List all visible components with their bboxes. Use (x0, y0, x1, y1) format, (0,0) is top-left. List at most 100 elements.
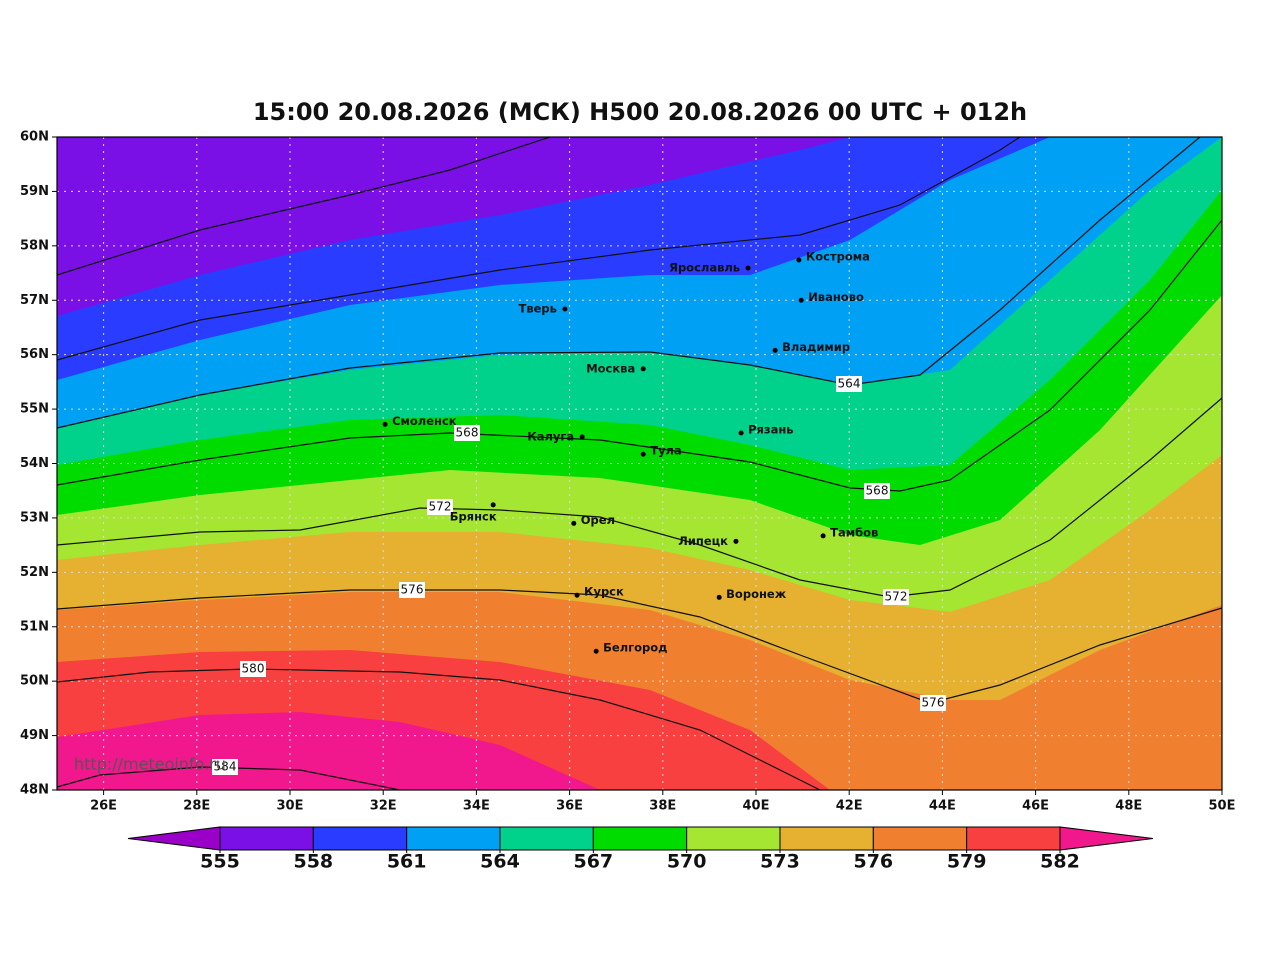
y-tick-label: 50N (20, 674, 49, 689)
city-dot (733, 538, 739, 544)
colorbar-segment (312, 826, 408, 851)
colorbar-label: 567 (573, 851, 613, 873)
city-label: Орел (581, 513, 615, 527)
colorbar-segment (592, 826, 688, 851)
city-dot (716, 594, 722, 600)
contour-label: 576 (922, 696, 945, 710)
y-tick-label: 51N (20, 619, 49, 634)
contour-label-box (920, 695, 946, 711)
city-label: Рязань (748, 423, 793, 437)
city-label: Воронеж (726, 587, 787, 601)
city-dot (562, 306, 568, 312)
contour-label: 568 (456, 426, 479, 440)
x-tick-label: 48E (1115, 799, 1142, 814)
colorbar-label: 555 (200, 851, 240, 873)
city-dot (490, 502, 496, 508)
city-dot (772, 347, 778, 353)
contour-label-box (212, 759, 238, 775)
colorbar-label: 579 (947, 851, 987, 873)
colorbar-segment (686, 826, 781, 851)
colorbar-label: 582 (1040, 851, 1080, 873)
colorbar-segment (872, 826, 968, 851)
contour-label: 572 (885, 590, 908, 604)
city-label: Брянск (450, 509, 497, 523)
colorbar-label: 561 (387, 851, 427, 873)
map: 26E 28E 30E 32E 34E 36E 38E 40E 42E 44E 46E 48E 50E 4… (20, 130, 1235, 814)
x-tick-label: 26E (90, 799, 117, 814)
colorbar-arrow (1059, 826, 1154, 851)
contour-line (56, 397, 1223, 598)
contour-line (56, 589, 1223, 704)
colorbar-arrow (127, 826, 221, 851)
y-tick-label: 56N (20, 347, 49, 362)
city-label: Тула (650, 444, 682, 458)
contour-label: 584 (214, 760, 237, 774)
contour-line (56, 136, 1201, 429)
y-tick-label: 49N (20, 728, 49, 743)
city-dot (593, 648, 599, 654)
colorbar-segment (966, 826, 1061, 851)
x-tick-label: 28E (183, 799, 210, 814)
colorbar-label: 570 (667, 851, 707, 873)
city-label: Тверь (519, 301, 557, 315)
y-tick-label: 58N (20, 238, 49, 253)
city-label: Кострома (806, 249, 870, 263)
contour-label: 568 (866, 484, 889, 498)
y-tick-label: 59N (20, 184, 49, 199)
contour-label-box (399, 582, 425, 598)
city-dot (796, 257, 802, 263)
colorbar-label: 558 (293, 851, 333, 873)
y-tick-label: 60N (20, 130, 49, 145)
city-dot (571, 520, 577, 526)
contour-label-box (454, 425, 480, 441)
city-label: Белгород (603, 641, 667, 655)
x-tick-label: 42E (836, 799, 863, 814)
colorbar-label: 576 (853, 851, 893, 873)
colorbar-segment (406, 826, 501, 851)
colorbar-label: 573 (760, 851, 800, 873)
x-tick-label: 46E (1022, 799, 1049, 814)
city-dot (640, 451, 646, 457)
contour-label-box (836, 376, 862, 392)
city-dot (640, 366, 646, 372)
map-frame (56, 136, 1223, 791)
x-tick-label: 44E (929, 799, 956, 814)
y-tick-label: 52N (20, 565, 49, 580)
city-label: Ярославль (669, 261, 740, 275)
x-tick-label: 36E (556, 799, 583, 814)
contour-label: 564 (838, 377, 861, 391)
watermark: http://meteoinfo.ru (74, 755, 226, 774)
contour-label: 576 (401, 583, 424, 597)
y-tick-label: 55N (20, 402, 49, 417)
y-tick-label: 54N (20, 456, 49, 471)
city-label: Иваново (808, 290, 864, 304)
colorbar-segment (499, 826, 594, 851)
contour-line (56, 136, 551, 276)
city-dot (574, 592, 580, 598)
contour-label: 572 (429, 500, 452, 514)
city-label: Владимир (782, 340, 850, 354)
city-dot (745, 265, 751, 271)
city-label: Калуга (527, 429, 574, 443)
contour-label-box (864, 483, 890, 499)
city-label: Тамбов (830, 525, 878, 539)
city-dot (382, 421, 388, 427)
city-dot (738, 430, 744, 436)
city-label: Смоленск (392, 414, 457, 428)
y-tick-label: 57N (20, 293, 49, 308)
city-label: Курск (584, 585, 624, 599)
city-dot (820, 533, 826, 539)
city-label: Липецк (678, 534, 728, 548)
contour-line (56, 219, 1223, 492)
contour-label: 580 (242, 662, 265, 676)
contour-line (56, 136, 1021, 361)
colorbar-segment (219, 826, 314, 851)
x-tick-label: 32E (370, 799, 397, 814)
x-tick-label: 40E (743, 799, 770, 814)
contour-line (56, 766, 401, 791)
colorbar-segment (779, 826, 874, 851)
y-tick-label: 48N (20, 783, 49, 798)
colorbar-label: 564 (480, 851, 520, 873)
x-tick-label: 30E (277, 799, 304, 814)
contour-label-box (240, 661, 266, 677)
